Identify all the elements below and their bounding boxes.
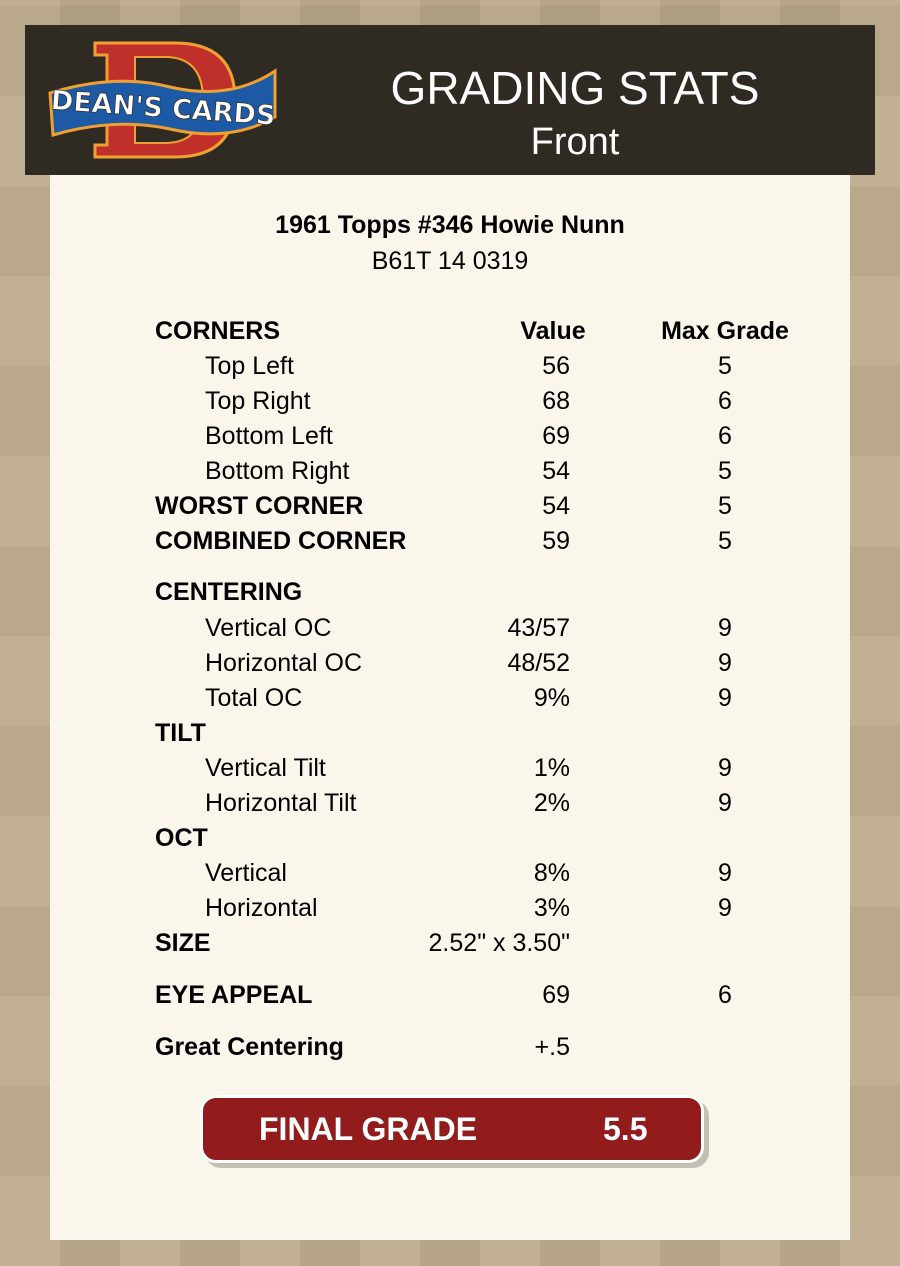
row-value: 59 bbox=[542, 527, 570, 555]
row-label: WORST CORNER bbox=[155, 492, 364, 520]
row-max-grade: 5 bbox=[718, 457, 732, 485]
row-value: +.5 bbox=[534, 1033, 570, 1061]
tilt-header-row: TILT bbox=[50, 717, 850, 749]
oct-label: OCT bbox=[155, 824, 208, 852]
row-max-grade: 9 bbox=[718, 859, 732, 887]
centering-header-row: CENTERING bbox=[50, 576, 850, 608]
row-label: COMBINED CORNER bbox=[155, 527, 407, 555]
deans-cards-logo: DEAN'S CARDS bbox=[48, 41, 277, 159]
row-bottom-right: Bottom Right 54 5 bbox=[50, 455, 850, 487]
header: DEAN'S CARDS GRADING STATS Front bbox=[25, 25, 875, 175]
row-value: 48/52 bbox=[507, 649, 570, 677]
final-grade-label: FINAL GRADE bbox=[259, 1111, 478, 1147]
row-label: Top Left bbox=[205, 352, 294, 380]
row-value: 2% bbox=[533, 789, 570, 817]
row-max-grade: 9 bbox=[718, 649, 732, 677]
row-max-grade: 6 bbox=[718, 981, 732, 1009]
row-max-grade: 5 bbox=[718, 352, 732, 380]
oct-header-row: OCT bbox=[50, 822, 850, 854]
row-max-grade: 5 bbox=[718, 492, 732, 520]
row-bottom-left: Bottom Left 69 6 bbox=[50, 420, 850, 452]
row-label: Horizontal OC bbox=[205, 649, 362, 677]
row-vertical-oc: Vertical OC 43/57 9 bbox=[50, 612, 850, 644]
row-top-right: Top Right 68 6 bbox=[50, 385, 850, 417]
row-horizontal-tilt: Horizontal Tilt 2% 9 bbox=[50, 787, 850, 819]
row-top-left: Top Left 56 5 bbox=[50, 350, 850, 382]
row-great-centering: Great Centering +.5 bbox=[50, 1031, 850, 1063]
row-label: Bottom Right bbox=[205, 457, 350, 485]
row-max-grade: 9 bbox=[718, 754, 732, 782]
tilt-label: TILT bbox=[155, 719, 206, 747]
row-max-grade: 6 bbox=[718, 387, 732, 415]
row-value: 68 bbox=[542, 387, 570, 415]
grading-card: 1961 Topps #346 Howie Nunn B61T 14 0319 … bbox=[50, 175, 850, 1240]
row-label: Vertical OC bbox=[205, 614, 332, 642]
value-column-header: Value bbox=[520, 317, 586, 345]
row-size: SIZE 2.52" x 3.50" bbox=[50, 927, 850, 959]
corners-label: CORNERS bbox=[155, 317, 281, 345]
row-value: 2.52" x 3.50" bbox=[428, 929, 570, 957]
final-grade-banner: FINAL GRADE 5.5 bbox=[200, 1095, 704, 1163]
page-subtitle: Front bbox=[530, 121, 620, 163]
row-value: 9% bbox=[533, 684, 570, 712]
row-oct-horizontal: Horizontal 3% 9 bbox=[50, 892, 850, 924]
row-label: Top Right bbox=[205, 387, 311, 415]
row-total-oc: Total OC 9% 9 bbox=[50, 682, 850, 714]
card-code: B61T 14 0319 bbox=[371, 247, 529, 275]
row-value: 1% bbox=[533, 754, 570, 782]
row-label: Vertical bbox=[205, 859, 287, 887]
row-label: Bottom Left bbox=[205, 422, 333, 450]
card-name: 1961 Topps #346 Howie Nunn bbox=[275, 211, 625, 239]
row-label: Great Centering bbox=[155, 1033, 344, 1061]
max-grade-column-header: Max Grade bbox=[661, 317, 789, 345]
row-max-grade: 9 bbox=[718, 614, 732, 642]
row-value: 69 bbox=[542, 981, 570, 1009]
row-value: 54 bbox=[542, 457, 570, 485]
row-label: SIZE bbox=[155, 929, 211, 957]
row-max-grade: 9 bbox=[718, 684, 732, 712]
row-value: 54 bbox=[542, 492, 570, 520]
row-oct-vertical: Vertical 8% 9 bbox=[50, 857, 850, 889]
row-value: 3% bbox=[533, 894, 570, 922]
corners-header-row: CORNERS Value Max Grade bbox=[50, 315, 850, 347]
row-max-grade: 6 bbox=[718, 422, 732, 450]
row-vertical-tilt: Vertical Tilt 1% 9 bbox=[50, 752, 850, 784]
centering-label: CENTERING bbox=[155, 578, 303, 606]
page-title: GRADING STATS bbox=[390, 62, 760, 114]
row-label: Horizontal Tilt bbox=[205, 789, 357, 817]
row-value: 56 bbox=[542, 352, 570, 380]
row-combined-corner: COMBINED CORNER 59 5 bbox=[50, 525, 850, 557]
row-horizontal-oc: Horizontal OC 48/52 9 bbox=[50, 647, 850, 679]
row-value: 69 bbox=[542, 422, 570, 450]
row-label: Horizontal bbox=[205, 894, 318, 922]
row-max-grade: 9 bbox=[718, 894, 732, 922]
row-label: EYE APPEAL bbox=[155, 981, 313, 1009]
row-label: Vertical Tilt bbox=[205, 754, 326, 782]
row-worst-corner: WORST CORNER 54 5 bbox=[50, 490, 850, 522]
row-value: 43/57 bbox=[507, 614, 570, 642]
row-label: Total OC bbox=[205, 684, 303, 712]
row-eye-appeal: EYE APPEAL 69 6 bbox=[50, 979, 850, 1011]
final-grade-value: 5.5 bbox=[603, 1111, 648, 1147]
row-max-grade: 9 bbox=[718, 789, 732, 817]
row-max-grade: 5 bbox=[718, 527, 732, 555]
row-value: 8% bbox=[533, 859, 570, 887]
